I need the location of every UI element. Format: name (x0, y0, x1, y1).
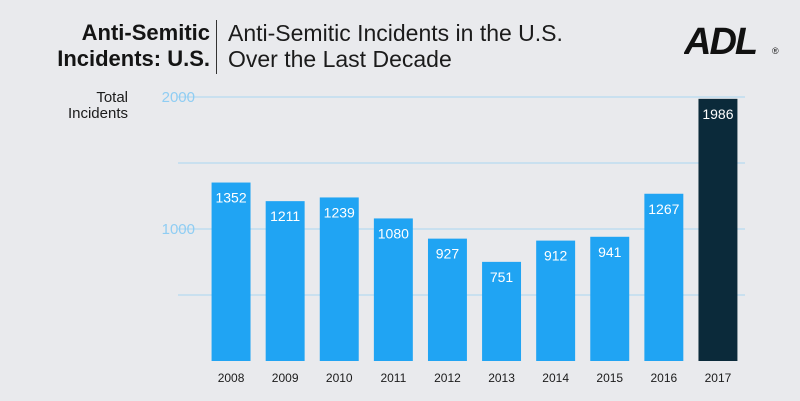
left-title-line2: Incidents: U.S. (57, 46, 210, 71)
x-tick-label: 2013 (488, 371, 515, 385)
x-tick-label: 2008 (218, 371, 245, 385)
x-tick-label: 2012 (434, 371, 461, 385)
bar (698, 98, 738, 362)
data-label: 912 (544, 248, 568, 264)
bar (536, 240, 576, 361)
data-label: 941 (598, 244, 622, 260)
adl-logo-mark: ® (772, 46, 779, 56)
x-tick-label: 2014 (542, 371, 569, 385)
x-tick-label: 2009 (272, 371, 299, 385)
bar (482, 261, 522, 361)
data-label: 751 (490, 269, 514, 285)
adl-logo-text: ADL (684, 21, 756, 60)
x-tick-label: 2016 (650, 371, 677, 385)
data-label: 927 (436, 246, 460, 262)
y-tick-label: 2000 (162, 89, 195, 106)
bar (319, 197, 359, 361)
bar (265, 201, 305, 361)
data-label: 1986 (702, 106, 733, 122)
bar (427, 238, 467, 361)
y-axis-label-line2: Incidents (67, 105, 128, 122)
y-axis-label: Total Incidents (30, 90, 128, 122)
x-tick-label: 2017 (705, 371, 732, 385)
header-divider (216, 20, 217, 74)
left-title: Anti-Semitic Incidents: U.S. (22, 20, 210, 72)
bar (211, 182, 251, 361)
chart-title: Anti-Semitic Incidents in the U.S. Over … (228, 20, 648, 72)
y-tick-label: 1000 (162, 221, 195, 238)
data-label: 1211 (270, 208, 300, 224)
chart-title-line1: Anti-Semitic Incidents in the U.S. (228, 20, 563, 46)
data-label: 1239 (324, 204, 355, 220)
data-label: 1080 (378, 225, 409, 241)
data-label: 1352 (215, 190, 246, 206)
y-axis-label-line1: Total (96, 89, 128, 106)
x-tick-label: 2015 (596, 371, 623, 385)
left-title-line1: Anti-Semitic (81, 20, 210, 45)
chart-title-line2: Over the Last Decade (228, 46, 452, 72)
data-label: 1267 (648, 201, 679, 217)
bar (373, 218, 413, 361)
x-tick-label: 2011 (380, 371, 406, 385)
bar (590, 236, 630, 361)
bar (644, 193, 684, 361)
adl-logo: ADL ® (684, 21, 779, 60)
x-tick-label: 2010 (326, 371, 353, 385)
